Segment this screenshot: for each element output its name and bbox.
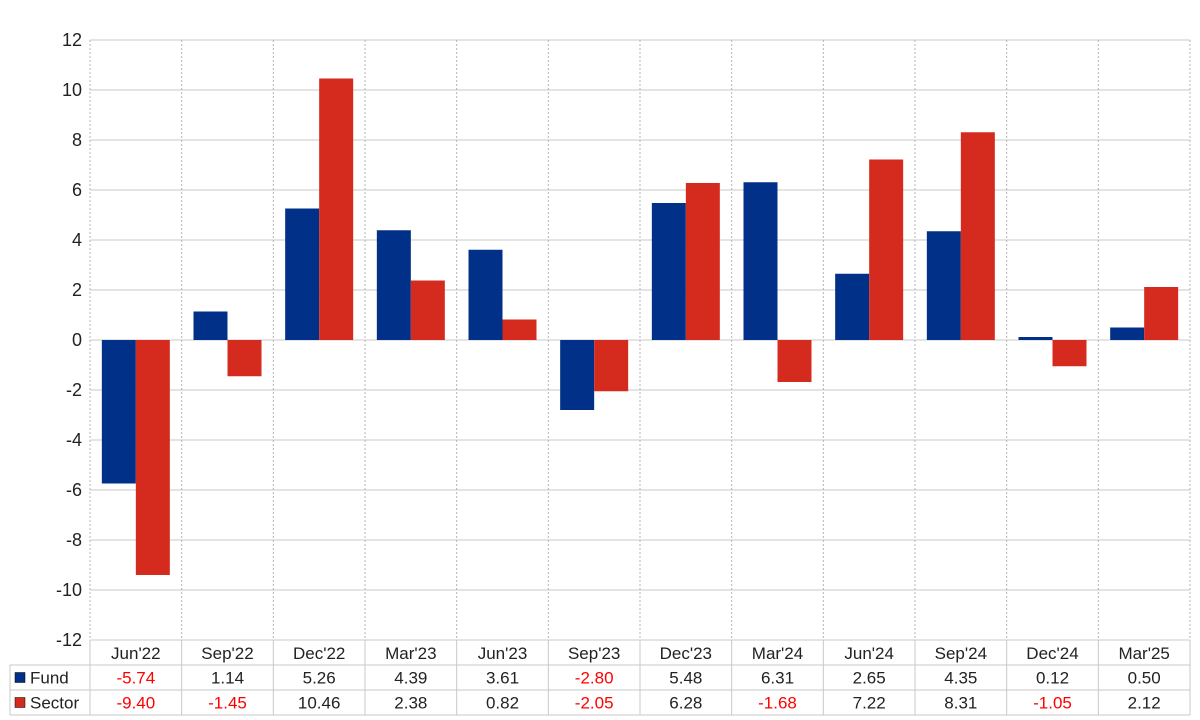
y-tick-label: -8 <box>66 530 82 550</box>
table-value-fund: 1.14 <box>211 669 244 688</box>
table-value-fund: -5.74 <box>116 669 155 688</box>
table-value-sector: -1.05 <box>1033 694 1072 713</box>
x-tick-label: Jun'23 <box>478 644 528 663</box>
data-table: Jun'22 Sep'22 Dec'22 Mar'23 Jun'23 Sep'23 Dec'… <box>9 639 1191 716</box>
legend-label-sector: Sector <box>30 694 79 713</box>
x-tick-label: Sep'24 <box>935 644 987 663</box>
bars <box>101 78 1179 575</box>
legend-label-fund: Fund <box>30 669 69 688</box>
table-value-sector: 2.12 <box>1128 694 1161 713</box>
table-value-fund: 5.26 <box>303 669 336 688</box>
table-value-sector: -1.68 <box>758 694 797 713</box>
bar-fund <box>835 273 870 340</box>
x-tick-label: Mar'24 <box>752 644 803 663</box>
x-tick-label: Jun'22 <box>111 644 161 663</box>
bar-sector <box>869 159 904 340</box>
table-value-fund: 4.39 <box>394 669 427 688</box>
bar-sector <box>502 319 537 340</box>
bar-sector <box>1144 287 1179 340</box>
table-value-sector: 7.22 <box>853 694 886 713</box>
x-tick-label: Sep'22 <box>201 644 253 663</box>
bar-sector <box>227 340 262 377</box>
bar-sector <box>777 340 812 382</box>
bar-fund <box>651 203 686 340</box>
bar-fund <box>743 182 778 340</box>
bar-fund <box>193 311 228 340</box>
y-tick-label: 12 <box>62 30 82 50</box>
y-tick-label: -4 <box>66 430 82 450</box>
bar-fund <box>376 230 411 340</box>
x-tick-label: Mar'25 <box>1118 644 1169 663</box>
table-value-fund: 4.35 <box>944 669 977 688</box>
table-value-fund: -2.80 <box>575 669 614 688</box>
table-value-fund: 0.50 <box>1128 669 1161 688</box>
y-tick-label: 8 <box>72 130 82 150</box>
bar-sector <box>410 280 445 340</box>
x-tick-label: Jun'24 <box>844 644 894 663</box>
bar-sector <box>685 183 720 340</box>
bar-fund <box>926 231 961 340</box>
y-tick-label: 4 <box>72 230 82 250</box>
bar-fund <box>1018 337 1053 340</box>
y-tick-label: 2 <box>72 280 82 300</box>
bar-fund <box>285 208 320 340</box>
bar-sector <box>960 132 995 340</box>
y-tick-label: 10 <box>62 80 82 100</box>
bar-fund <box>560 340 595 410</box>
x-tick-label: Sep'23 <box>568 644 620 663</box>
bar-sector <box>135 340 170 575</box>
table-value-sector: -1.45 <box>208 694 247 713</box>
x-tick-label: Dec'22 <box>293 644 345 663</box>
bar-sector <box>594 340 629 392</box>
x-tick-label: Mar'23 <box>385 644 436 663</box>
bar-fund <box>101 340 136 484</box>
table-value-fund: 5.48 <box>669 669 702 688</box>
bar-fund <box>1110 327 1145 340</box>
x-tick-label: Dec'23 <box>660 644 712 663</box>
table-value-sector: 6.28 <box>669 694 702 713</box>
table-value-fund: 3.61 <box>486 669 519 688</box>
y-tick-label: -2 <box>66 380 82 400</box>
table-value-sector: 0.82 <box>486 694 519 713</box>
y-tick-label: -12 <box>56 630 82 650</box>
table-value-sector: 8.31 <box>944 694 977 713</box>
y-axis: 12 10 8 6 4 2 0 -2 -4 -6 -8 -10 -12 <box>56 30 82 650</box>
y-tick-label: -10 <box>56 580 82 600</box>
table-value-sector: 2.38 <box>394 694 427 713</box>
bar-sector <box>319 78 354 340</box>
legend-swatch-fund <box>14 672 26 683</box>
bar-sector <box>1052 340 1087 367</box>
y-tick-label: 6 <box>72 180 82 200</box>
table-value-sector: 10.46 <box>298 694 341 713</box>
bar-fund <box>468 249 503 340</box>
table-value-sector: -2.05 <box>575 694 614 713</box>
table-value-fund: 0.12 <box>1036 669 1069 688</box>
table-value-fund: 2.65 <box>853 669 886 688</box>
legend-swatch-sector <box>14 697 26 708</box>
table-value-sector: -9.40 <box>116 694 155 713</box>
table-value-fund: 6.31 <box>761 669 794 688</box>
y-tick-label: 0 <box>72 330 82 350</box>
y-tick-label: -6 <box>66 480 82 500</box>
x-tick-label: Dec'24 <box>1026 644 1078 663</box>
